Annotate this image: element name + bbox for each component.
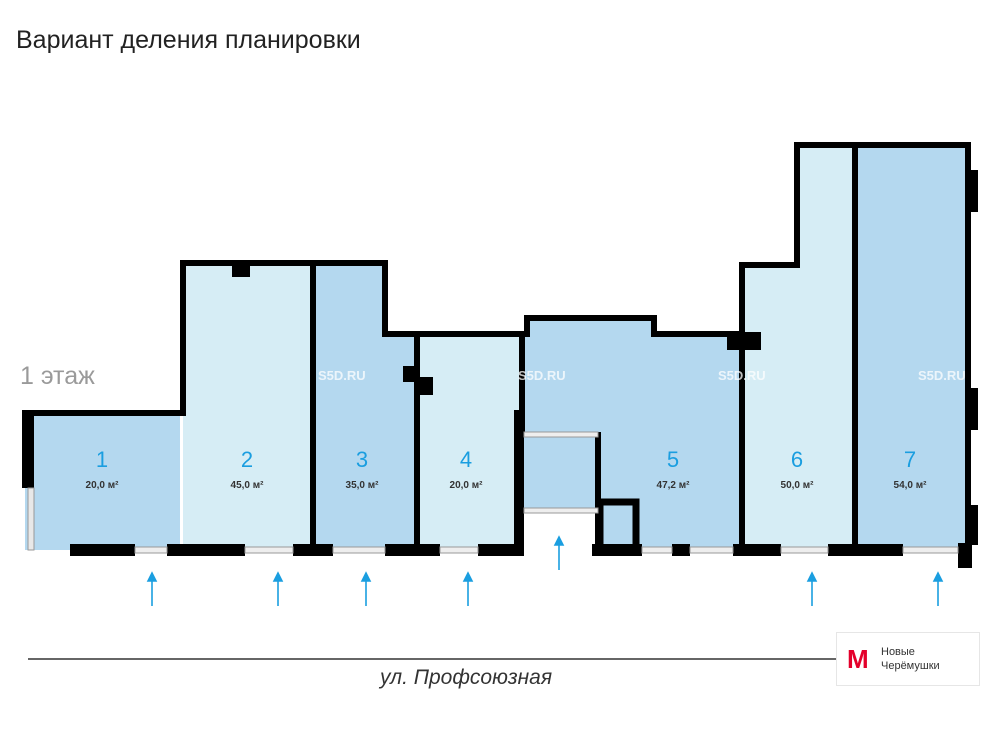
page-title: Вариант деления планировки <box>16 26 361 54</box>
metro-name-line1: Новые <box>881 646 915 658</box>
room-6-fill[interactable] <box>742 145 855 550</box>
room-7-fill[interactable] <box>855 145 968 550</box>
entrance-arrow-icon <box>806 571 818 606</box>
room-6-number: 6 <box>791 447 803 472</box>
street-label: ул. Профсоюзная <box>380 666 553 689</box>
room-7-area: 54,0 м² <box>894 480 928 491</box>
windows <box>27 431 959 554</box>
room-1-area: 20,0 м² <box>86 480 120 491</box>
metro-m-icon: М <box>847 643 869 674</box>
watermark: S5D.RU <box>518 368 566 383</box>
room-2-fill[interactable] <box>183 263 313 550</box>
room-4-area: 20,0 м² <box>450 480 484 491</box>
room-3-number: 3 <box>356 447 368 472</box>
watermark: S5D.RU <box>718 368 766 383</box>
room-fills <box>25 145 968 550</box>
entrance-arrow-icon <box>932 571 944 606</box>
metro-station-badge: М Новые Черёмушки <box>836 632 980 686</box>
entrance-arrow-icon <box>462 571 474 606</box>
room-3-fill[interactable] <box>313 263 417 550</box>
room-5-fill[interactable] <box>522 318 742 550</box>
entrance-arrow-icon <box>146 571 158 606</box>
watermark: S5D.RU <box>318 368 366 383</box>
room-5-number: 5 <box>667 447 679 472</box>
entrance-arrow-icon <box>360 571 372 606</box>
room-4-number: 4 <box>460 447 472 472</box>
room-6-area: 50,0 м² <box>781 480 815 491</box>
room-2-area: 45,0 м² <box>231 480 265 491</box>
room-7-number: 7 <box>904 447 916 472</box>
room-3-area: 35,0 м² <box>346 480 380 491</box>
watermark: S5D.RU <box>918 368 966 383</box>
room-4-fill[interactable] <box>417 336 522 550</box>
entrance-arrow-icon <box>272 571 284 606</box>
wall-blocks <box>22 170 978 568</box>
room-5-area: 47,2 м² <box>657 480 691 491</box>
metro-name-line2: Черёмушки <box>881 660 940 672</box>
room-5-vestibule <box>522 435 598 510</box>
entrance-arrow-icon <box>553 535 565 570</box>
room-1-fill[interactable] <box>25 413 180 550</box>
room-1-number: 1 <box>96 447 108 472</box>
floor-label: 1 этаж <box>20 362 95 390</box>
room-2-number: 2 <box>241 447 253 472</box>
